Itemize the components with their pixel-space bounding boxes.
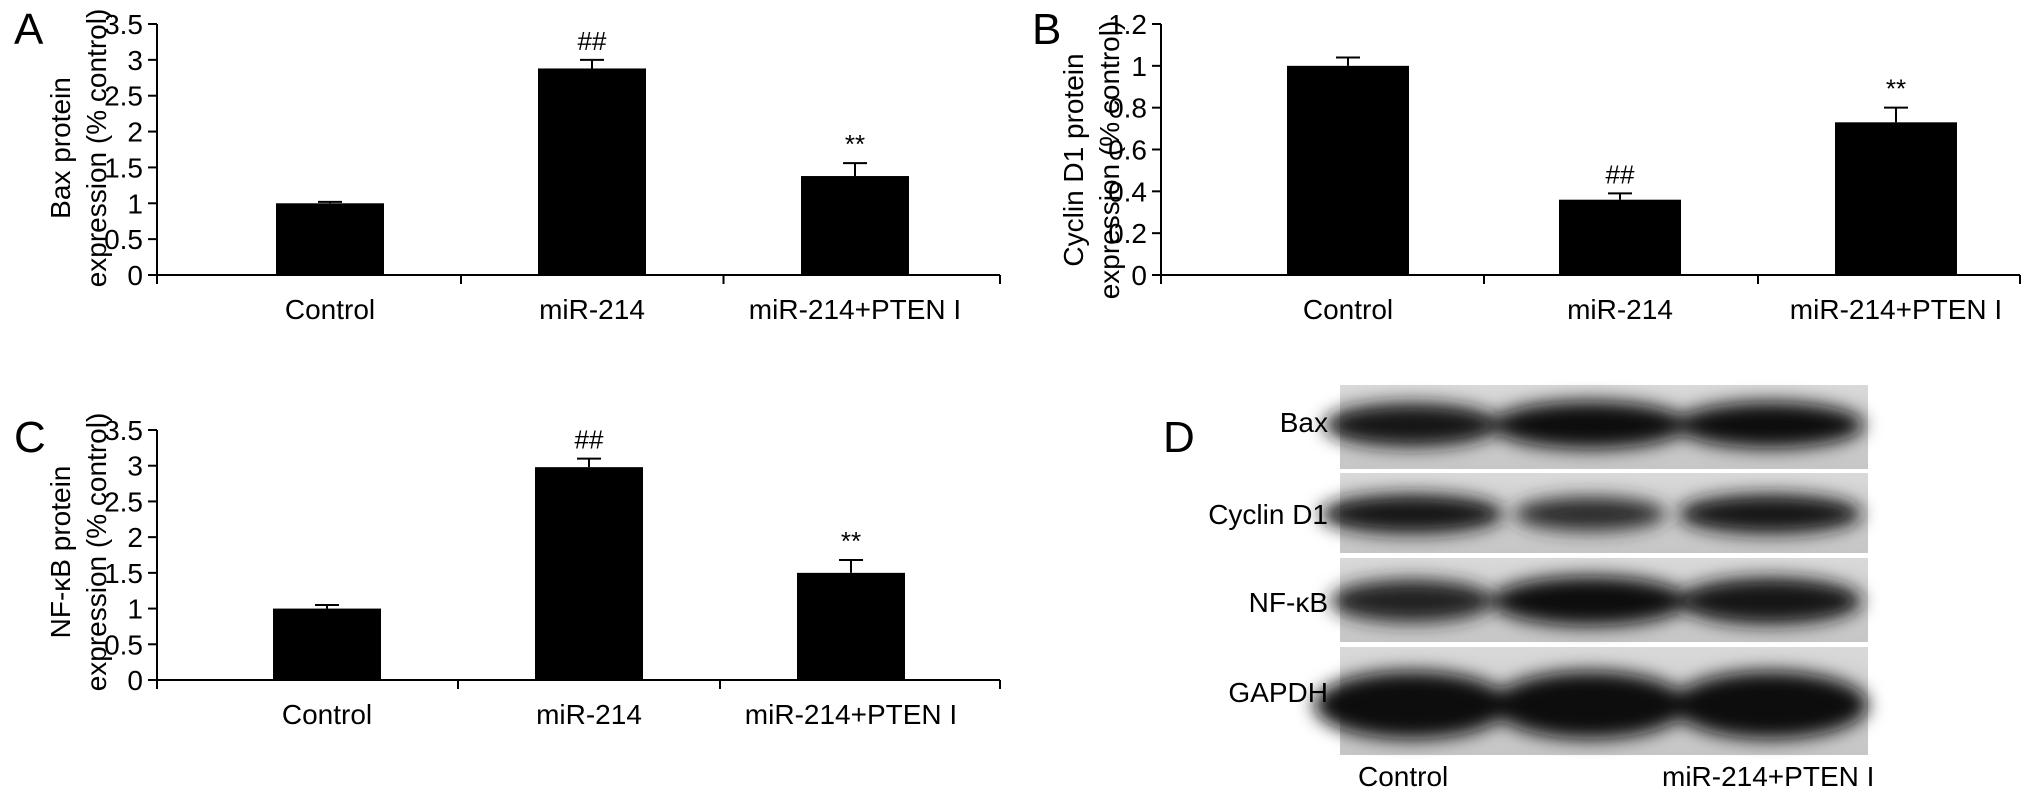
y-tick-label-c: 3 xyxy=(127,451,143,482)
significance-a-2: ** xyxy=(845,129,865,159)
significance-a-1: ## xyxy=(578,26,607,56)
y-axis-label-b-line2: expression (% control) xyxy=(1094,21,1125,300)
significance-c-2: ** xyxy=(841,526,861,556)
x-category-label-c-2: miR-214+PTEN I xyxy=(745,699,957,730)
blot-band xyxy=(1678,494,1862,534)
bar-c-2 xyxy=(797,572,905,680)
significance-b-2: ** xyxy=(1886,74,1906,104)
bar-b-2 xyxy=(1835,122,1957,275)
bar-c-0 xyxy=(273,608,381,680)
y-axis-label-a-line2: expression (% control) xyxy=(81,9,112,288)
blot-label-nf-kb: NF-κB xyxy=(1249,587,1328,618)
blot-label-gapdh: GAPDH xyxy=(1228,677,1328,708)
y-tick-label-a: 2 xyxy=(127,117,143,148)
blot-band xyxy=(1492,671,1688,739)
panel-letter-c: C xyxy=(14,413,46,462)
y-axis-label-a-line1: Bax protein xyxy=(45,77,76,219)
y-tick-label-a: 1.5 xyxy=(104,152,143,183)
bar-b-0 xyxy=(1287,65,1409,275)
western-blot: Bax Cyclin D1 NF-κB GAPDH Control miR-21… xyxy=(1208,385,1874,792)
x-category-label-c-1: miR-214 xyxy=(536,699,642,730)
y-tick-label-b: 0.4 xyxy=(1108,176,1147,207)
significance-c-1: ## xyxy=(575,425,604,455)
blot-band xyxy=(1514,496,1666,532)
y-tick-label-b: 1 xyxy=(1131,51,1147,82)
blot-band xyxy=(1492,576,1688,626)
chart-c: 0 0.5 1 1.5 2 2.5 3 3.5 Control ## miR-214 ** miR-21… xyxy=(104,415,1001,730)
y-tick-label-a: 0.5 xyxy=(104,224,143,255)
y-axis-label-c-line1: NF-κB protein xyxy=(45,466,76,639)
x-category-label-c-0: Control xyxy=(282,699,372,730)
y-tick-label-b: 1.2 xyxy=(1108,9,1147,40)
y-tick-label-b: 0.6 xyxy=(1108,135,1147,166)
y-tick-label-a: 0 xyxy=(127,260,143,291)
y-tick-label-c: 3.5 xyxy=(104,415,143,446)
y-tick-label-c: 1.5 xyxy=(104,558,143,589)
y-tick-label-c: 0 xyxy=(127,665,143,696)
y-tick-label-a: 3.5 xyxy=(104,9,143,40)
panel-letter-b: B xyxy=(1032,5,1061,54)
blot-lane-label-mir214-pten: miR-214+PTEN I xyxy=(1662,761,1874,792)
chart-a: 0 0.5 1 1.5 2 2.5 3 3.5 Control ## miR-214 ** miR-21… xyxy=(104,9,1001,325)
y-axis-label-b-line1: Cyclin D1 protein xyxy=(1058,53,1089,266)
y-tick-label-a: 2.5 xyxy=(104,81,143,112)
y-tick-label-b: 0.8 xyxy=(1108,93,1147,124)
y-tick-label-c: 0.5 xyxy=(104,629,143,660)
blot-label-bax: Bax xyxy=(1280,407,1328,438)
chart-b: 0 0.2 0.4 0.6 0.8 1 1.2 Control ## miR-214 ** miR-2… xyxy=(1108,9,2021,325)
y-tick-label-b: 0.2 xyxy=(1108,218,1147,249)
blot-lane-label-control: Control xyxy=(1358,761,1448,792)
blot-band xyxy=(1672,671,1868,739)
panel-letter-d: D xyxy=(1163,413,1195,462)
x-category-label-a-1: miR-214 xyxy=(539,294,645,325)
blot-band xyxy=(1320,494,1504,534)
panel-letter-a: A xyxy=(14,5,44,54)
blot-band xyxy=(1492,401,1688,449)
blot-band xyxy=(1324,403,1500,447)
blot-label-cyclin-d1: Cyclin D1 xyxy=(1208,499,1328,530)
y-tick-label-c: 2.5 xyxy=(104,486,143,517)
x-category-label-b-2: miR-214+PTEN I xyxy=(1790,294,2002,325)
x-category-label-a-2: miR-214+PTEN I xyxy=(749,294,961,325)
y-tick-label-a: 1 xyxy=(127,188,143,219)
significance-b-1: ## xyxy=(1606,159,1635,189)
bar-a-0 xyxy=(276,203,384,275)
blot-band xyxy=(1330,579,1494,623)
blot-band xyxy=(1678,577,1862,625)
x-category-label-a-0: Control xyxy=(285,294,375,325)
y-tick-label-b: 0 xyxy=(1131,260,1147,291)
bar-c-1 xyxy=(535,467,643,680)
bar-a-2 xyxy=(801,176,909,275)
bar-a-1 xyxy=(538,68,646,275)
y-tick-label-c: 1 xyxy=(127,594,143,625)
blot-band xyxy=(1676,401,1864,449)
x-category-label-b-0: Control xyxy=(1303,294,1393,325)
bar-b-1 xyxy=(1559,199,1681,275)
y-axis-label-c-line2: expression (% control) xyxy=(81,413,112,692)
blot-band xyxy=(1314,671,1510,739)
x-category-label-b-1: miR-214 xyxy=(1567,294,1673,325)
blot-bands xyxy=(1314,401,1868,739)
y-tick-label-a: 3 xyxy=(127,45,143,76)
y-tick-label-c: 2 xyxy=(127,522,143,553)
